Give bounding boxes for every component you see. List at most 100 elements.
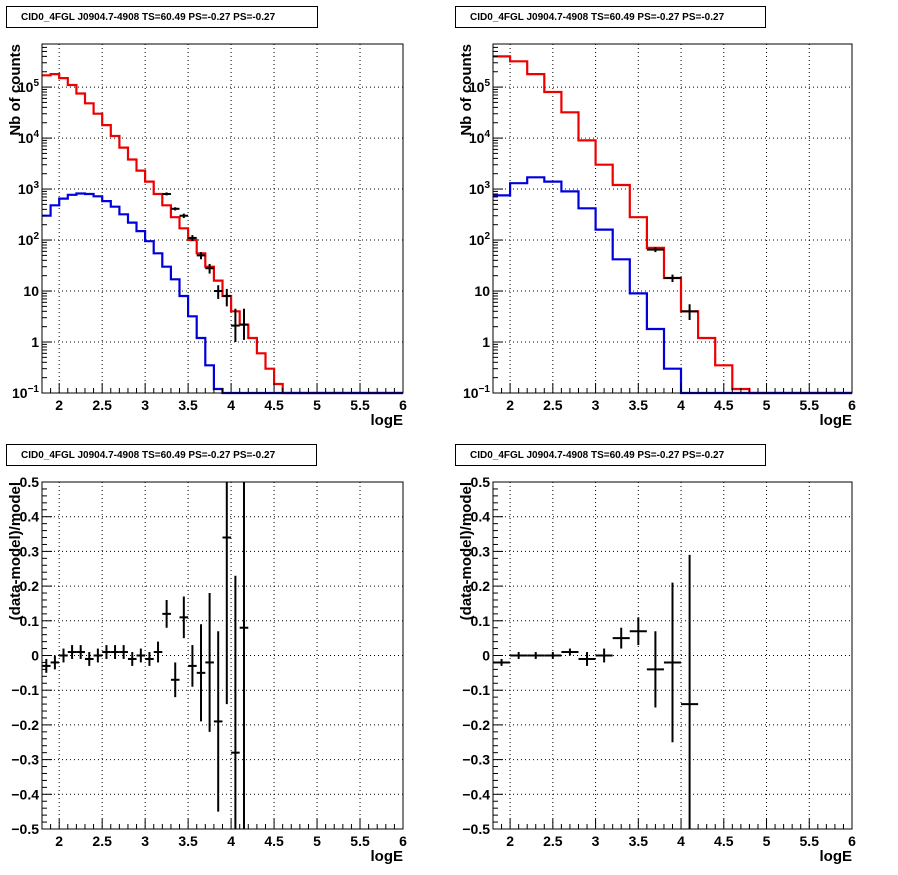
x-tick-label: 3 — [592, 833, 600, 849]
x-tick-label: 2 — [506, 833, 514, 849]
y-tick-label: 1 — [482, 334, 490, 350]
x-tick-label: 6 — [399, 397, 407, 413]
data-point — [145, 652, 154, 666]
y-axis-label: (data-model)/model — [458, 482, 475, 620]
x-tick-label: 4 — [677, 397, 685, 413]
data-point — [42, 658, 51, 673]
y-tick-label: 103 — [469, 180, 491, 197]
data-point — [629, 617, 647, 646]
x-tick-label: 2.5 — [92, 833, 112, 849]
y-tick-label: 1 — [31, 334, 39, 350]
y-tick-label: 0.2 — [471, 578, 491, 594]
chart-counts-coarse-bins: 2 2.5 3 3.5 4 4.5 5 5.5 610−1110102103104105logE… — [458, 43, 856, 429]
y-tick-label: −0.2 — [11, 717, 39, 733]
panel-title-bottom-right: CID0_4FGL J0904.7-4908 TS=60.49 PS=-0.27… — [455, 444, 766, 466]
data-point — [205, 593, 214, 732]
x-tick-label: 5 — [313, 833, 321, 849]
data-point — [663, 274, 682, 283]
data-point — [102, 645, 111, 659]
data-point — [59, 648, 68, 663]
data-point — [179, 596, 189, 639]
y-tick-label: 0.5 — [471, 474, 491, 490]
x-tick-label: 2 — [506, 397, 514, 413]
data-point — [544, 652, 562, 659]
x-tick-label: 4.5 — [264, 397, 284, 413]
x-tick-label: 5.5 — [350, 833, 370, 849]
x-tick-label: 2 — [55, 833, 63, 849]
y-tick-label: 10 — [23, 283, 39, 299]
data-point — [663, 582, 682, 743]
data-point — [188, 645, 197, 687]
data-point — [222, 482, 232, 705]
panel-title-top-right: CID0_4FGL J0904.7-4908 TS=60.49 PS=-0.27… — [455, 6, 766, 28]
data-point — [578, 652, 596, 666]
y-tick-label: −0.2 — [462, 717, 490, 733]
data-point — [162, 599, 171, 628]
total-model-histogram — [42, 73, 403, 395]
y-tick-label: 0.1 — [20, 613, 40, 629]
y-tick-label: 10−1 — [463, 384, 490, 401]
data-point — [646, 631, 664, 708]
data-point — [612, 627, 630, 649]
x-tick-label: 5 — [313, 397, 321, 413]
data-point — [162, 192, 171, 196]
chart-residuals-fine-bins: 2 2.5 3 3.5 4 4.5 5 5.5 6 −0.5 −0.4 −0.3 −0.2 −0.1 0 0.… — [7, 474, 407, 865]
x-tick-label: 4.5 — [714, 833, 734, 849]
chart-counts-fine-bins: 2 2.5 3 3.5 4 4.5 5 5.5 610−1110102103104105logE… — [7, 43, 407, 429]
y-tick-label: 102 — [469, 231, 491, 248]
y-tick-label: 0.4 — [20, 509, 40, 525]
data-point — [646, 247, 664, 253]
data-point — [76, 645, 85, 659]
y-tick-label: 103 — [18, 180, 40, 197]
x-tick-label: 2.5 — [543, 833, 563, 849]
x-axis-label: logE — [820, 412, 853, 429]
y-tick-label: 0.5 — [20, 474, 40, 490]
x-axis-label: logE — [371, 412, 404, 429]
panel-title-bottom-left: CID0_4FGL J0904.7-4908 TS=60.49 PS=-0.27… — [6, 444, 317, 466]
x-tick-label: 3.5 — [178, 397, 198, 413]
data-point — [119, 645, 128, 659]
y-tick-label: −0.1 — [462, 682, 490, 698]
y-tick-label: 10−1 — [12, 384, 39, 401]
x-tick-label: 6 — [848, 397, 856, 413]
x-tick-label: 2.5 — [92, 397, 112, 413]
y-tick-label: −0.4 — [11, 786, 39, 802]
panel-title-top-left: CID0_4FGL J0904.7-4908 TS=60.49 PS=-0.27… — [6, 6, 318, 28]
x-tick-label: 2 — [55, 397, 63, 413]
x-tick-label: 6 — [399, 833, 407, 849]
data-point — [153, 641, 163, 663]
y-tick-label: 0.1 — [471, 613, 491, 629]
x-axis-label: logE — [371, 848, 404, 865]
x-tick-label: 6 — [848, 833, 856, 849]
chart-residuals-coarse-bins: 2 2.5 3 3.5 4 4.5 5 5.5 6 −0.5 −0.4 −0.3 −0.2 −0.1 0 0.… — [458, 474, 856, 865]
y-tick-label: 0.4 — [471, 509, 491, 525]
data-point — [527, 652, 545, 659]
x-tick-label: 5 — [763, 833, 771, 849]
x-tick-label: 3.5 — [629, 397, 649, 413]
y-axis-label: (data-model)/model — [7, 482, 24, 620]
y-tick-label: 0.3 — [471, 543, 491, 559]
data-point — [170, 207, 180, 211]
y-tick-label: 10 — [474, 283, 490, 299]
data-point — [595, 648, 613, 663]
x-tick-label: 5.5 — [800, 833, 820, 849]
x-tick-label: 3.5 — [178, 833, 198, 849]
data-point — [93, 648, 103, 663]
y-tick-label: 0.3 — [20, 543, 40, 559]
y-tick-label: −0.5 — [11, 821, 39, 837]
data-point — [188, 235, 197, 242]
data-point — [127, 652, 137, 666]
data-point — [136, 648, 146, 663]
data-point — [213, 631, 223, 812]
x-tick-label: 5 — [763, 397, 771, 413]
data-point — [222, 288, 232, 307]
y-tick-label: −0.3 — [462, 752, 490, 768]
data-point — [561, 648, 579, 656]
y-tick-label: −0.3 — [11, 752, 39, 768]
x-tick-label: 3 — [141, 397, 149, 413]
y-tick-label: −0.4 — [462, 786, 490, 802]
y-tick-label: 0 — [31, 648, 39, 664]
y-tick-label: 0 — [482, 648, 490, 664]
x-tick-label: 4 — [227, 397, 235, 413]
